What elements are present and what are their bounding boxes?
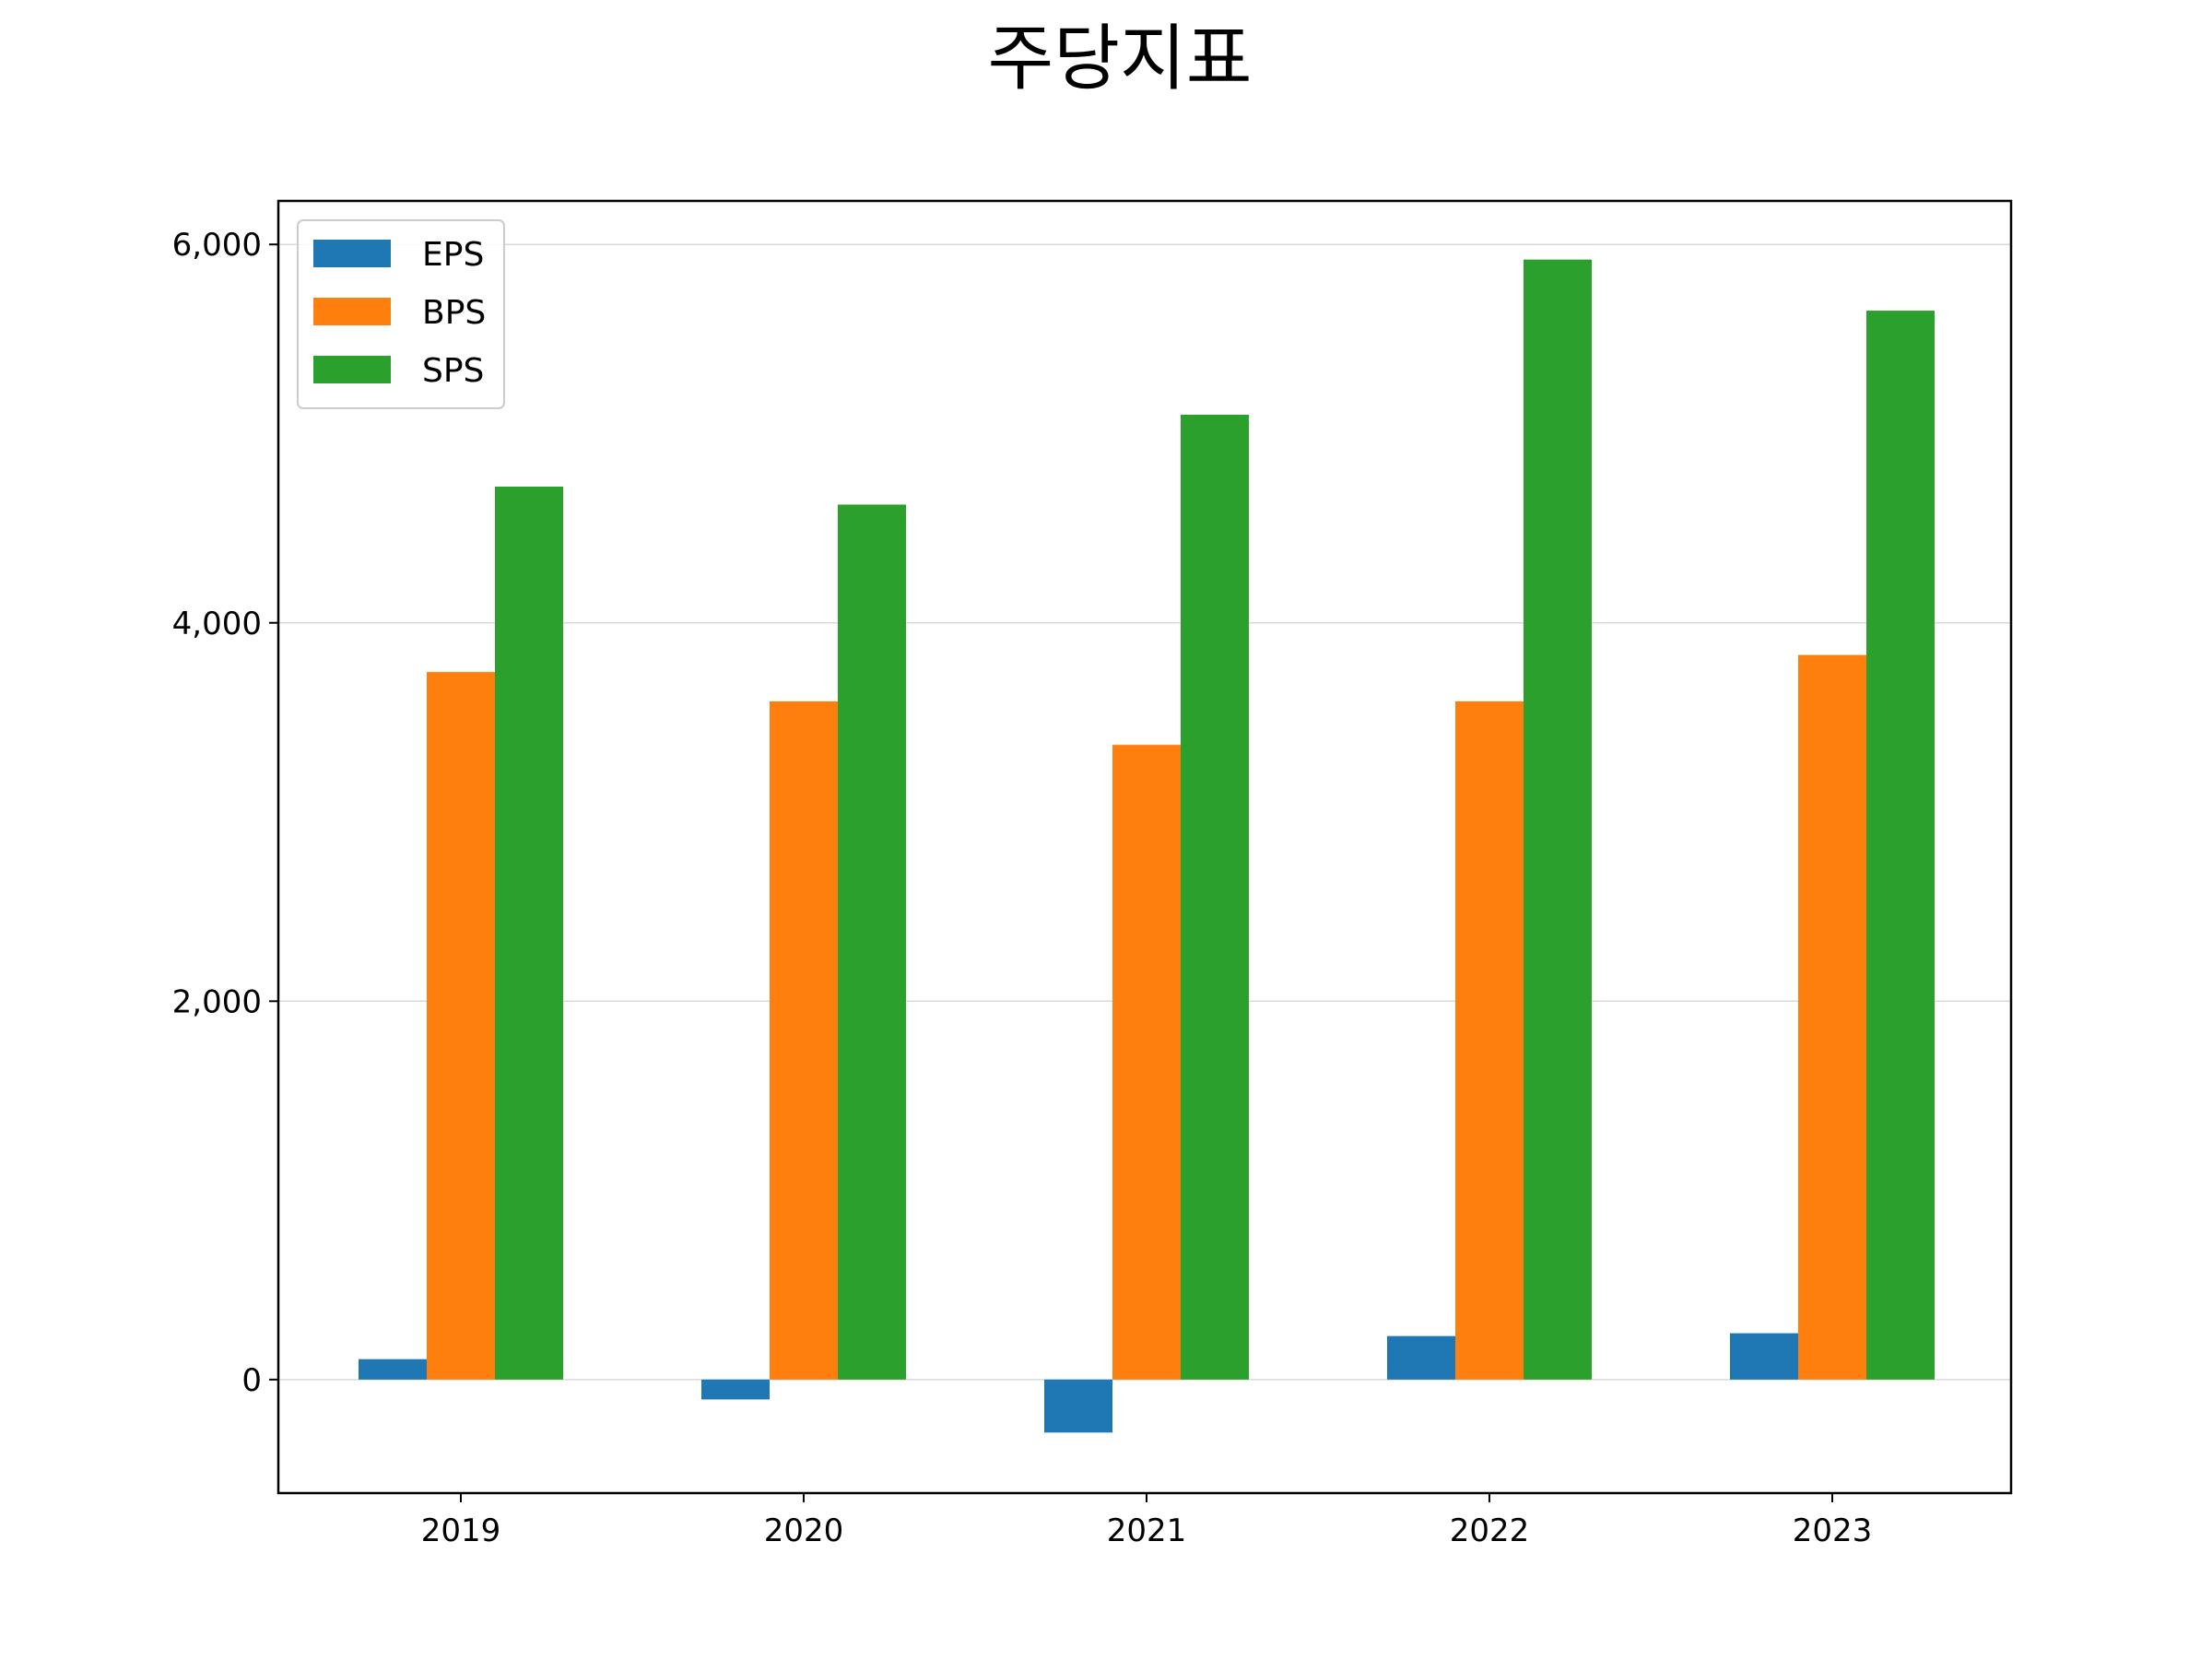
- bar-bps-2022: [1455, 700, 1524, 1380]
- legend: EPS BPS SPS: [297, 219, 505, 409]
- bar-sps-2022: [1524, 259, 1592, 1380]
- y-axis: 0 2,000 4,000 6,000: [172, 227, 278, 1399]
- legend-label-eps: EPS: [422, 236, 484, 274]
- bar-eps-2023: [1730, 1333, 1798, 1380]
- bar-sps-2019: [495, 486, 563, 1380]
- y-tick-label: 2,000: [172, 983, 262, 1020]
- chart-title: 주당지표: [987, 18, 1252, 100]
- legend-swatch-eps: [313, 240, 391, 267]
- legend-label-sps: SPS: [422, 352, 484, 390]
- x-tick-label: 2022: [1450, 1512, 1530, 1549]
- bar-eps-2022: [1387, 1335, 1455, 1380]
- bar-bps-2019: [427, 672, 495, 1380]
- x-tick-label: 2021: [1107, 1512, 1187, 1549]
- legend-swatch-sps: [313, 356, 391, 383]
- y-tick-label: 4,000: [172, 606, 262, 642]
- plot-area-border: [276, 199, 2013, 1495]
- x-tick-label: 2020: [764, 1512, 844, 1549]
- bar-sps-2023: [1866, 311, 1935, 1380]
- bar-sps-2020: [838, 504, 906, 1380]
- legend-entry-sps: SPS: [313, 352, 484, 390]
- bar-sps-2021: [1181, 414, 1249, 1380]
- bar-bps-2023: [1798, 654, 1866, 1380]
- bar-bps-2020: [770, 700, 838, 1380]
- x-tick-label: 2019: [421, 1512, 501, 1549]
- bar-eps-2019: [359, 1359, 427, 1380]
- bar-eps-2020: [701, 1379, 770, 1400]
- bars: [359, 259, 1935, 1433]
- legend-entry-bps: BPS: [313, 294, 486, 332]
- y-tick-label: 6,000: [172, 227, 262, 264]
- legend-label-bps: BPS: [422, 294, 486, 332]
- bar-eps-2021: [1044, 1379, 1112, 1433]
- y-tick-label: 0: [241, 1362, 262, 1399]
- legend-swatch-bps: [313, 298, 391, 325]
- legend-entry-eps: EPS: [313, 236, 484, 274]
- bar-bps-2021: [1112, 745, 1181, 1380]
- x-tick-label: 2023: [1793, 1512, 1873, 1549]
- x-axis: 2019 2020 2021 2022 2023: [421, 1493, 1873, 1549]
